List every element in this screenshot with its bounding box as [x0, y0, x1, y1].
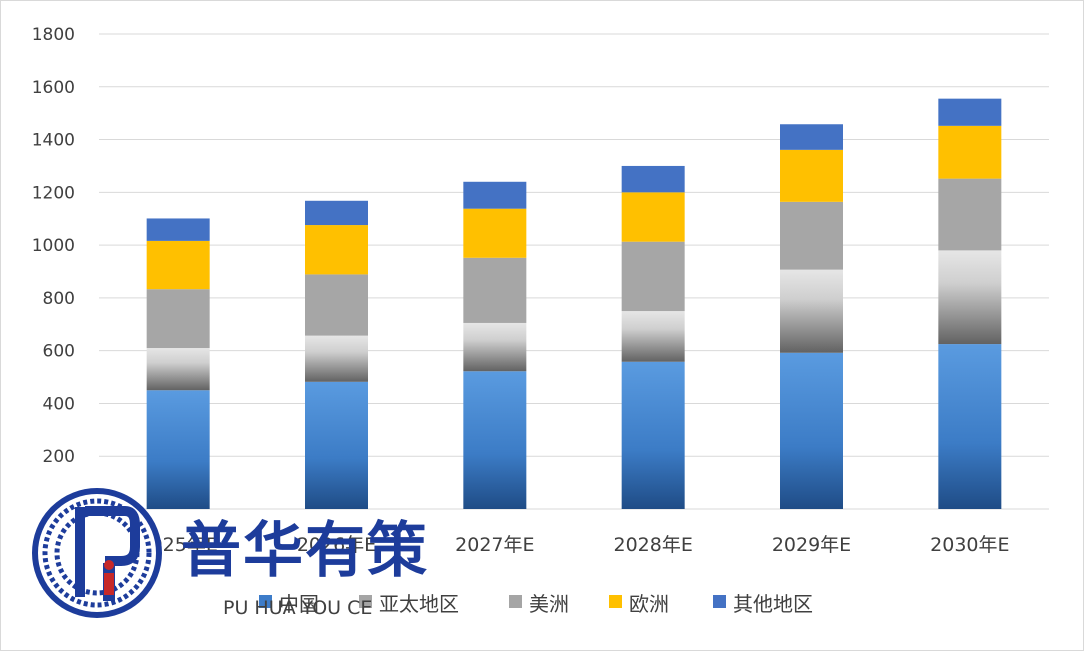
legend-label: 中国 [279, 592, 319, 616]
watermark-brand: 普华有策 [181, 516, 429, 586]
legend-label: 其他地区 [733, 592, 813, 616]
bar-segment-china [621, 361, 685, 509]
bar-segment-europe [780, 149, 843, 202]
watermark-subtitle: PU HUA YOU CE [223, 597, 372, 619]
bar-segment-americas [305, 274, 368, 336]
bar-segment-europe [463, 208, 527, 258]
y-tick-label: 1200 [32, 183, 75, 203]
x-axis-labels: 2025年E 2026年E 2027年E 2028年E 2029年E 2030年E [138, 534, 1009, 556]
legend-swatch [359, 595, 372, 608]
bars [146, 98, 1002, 509]
bar-stack [146, 218, 210, 509]
y-tick-label: 1800 [32, 25, 75, 45]
bar-segment-americas [621, 241, 685, 312]
bar-stack [621, 165, 685, 509]
bar-segment-americas [780, 201, 843, 270]
bar-segment-other [938, 98, 1002, 126]
legend-swatch [259, 595, 272, 608]
y-axis-ticks: 020040060080010001200140016001800 [32, 25, 75, 520]
gridlines [99, 33, 1049, 510]
bar-segment-china [146, 390, 210, 509]
bar-segment-apac [146, 348, 210, 391]
bar-segment-apac [621, 311, 685, 362]
y-tick-label: 600 [43, 342, 75, 362]
bar-segment-other [621, 165, 685, 193]
legend-label: 亚太地区 [379, 592, 459, 616]
bar-segment-china [305, 381, 368, 509]
legend-swatch [609, 595, 622, 608]
bar-segment-apac [780, 269, 843, 353]
bar-segment-other [780, 124, 843, 150]
watermark-logo: 普华有策 PU HUA YOU CE [32, 488, 429, 619]
bar-segment-americas [146, 289, 210, 349]
logo-emblem [32, 488, 162, 618]
y-tick-label: 1000 [32, 236, 75, 256]
bar-segment-china [938, 344, 1002, 509]
bar-segment-other [463, 181, 527, 209]
y-tick-label: 1400 [32, 131, 75, 151]
bar-segment-apac [938, 250, 1002, 345]
bar-stack [938, 98, 1002, 509]
bar-segment-americas [938, 178, 1002, 251]
bar-segment-other [146, 218, 210, 241]
bar-segment-europe [621, 192, 685, 242]
legend: 中国 亚太地区 美洲 欧洲 其他地区 [259, 592, 813, 616]
x-tick-label: 2028年E [613, 534, 692, 556]
bar-segment-europe [305, 225, 368, 275]
legend-label: 美洲 [529, 592, 569, 616]
y-tick-label: 800 [43, 289, 75, 309]
bar-segment-apac [305, 335, 368, 382]
bar-stack [305, 200, 368, 509]
bar-stack [780, 124, 843, 509]
x-tick-label: 2026年E [297, 534, 376, 556]
y-tick-label: 1600 [32, 78, 75, 98]
bar-segment-europe [146, 240, 210, 290]
bar-segment-china [780, 352, 843, 509]
legend-label: 欧洲 [629, 592, 669, 616]
bar-segment-europe [938, 125, 1002, 179]
bar-segment-china [463, 371, 527, 509]
y-tick-label: 200 [43, 447, 75, 467]
legend-swatch [713, 595, 726, 608]
bar-segment-apac [463, 322, 527, 372]
x-tick-label: 2027年E [455, 534, 534, 556]
x-tick-label: 2029年E [772, 534, 851, 556]
legend-swatch [509, 595, 522, 608]
x-tick-label: 2030年E [930, 534, 1009, 556]
y-tick-label: 400 [43, 394, 75, 414]
bar-segment-americas [463, 257, 527, 323]
bar-stack [463, 181, 527, 509]
bar-segment-other [305, 200, 368, 226]
